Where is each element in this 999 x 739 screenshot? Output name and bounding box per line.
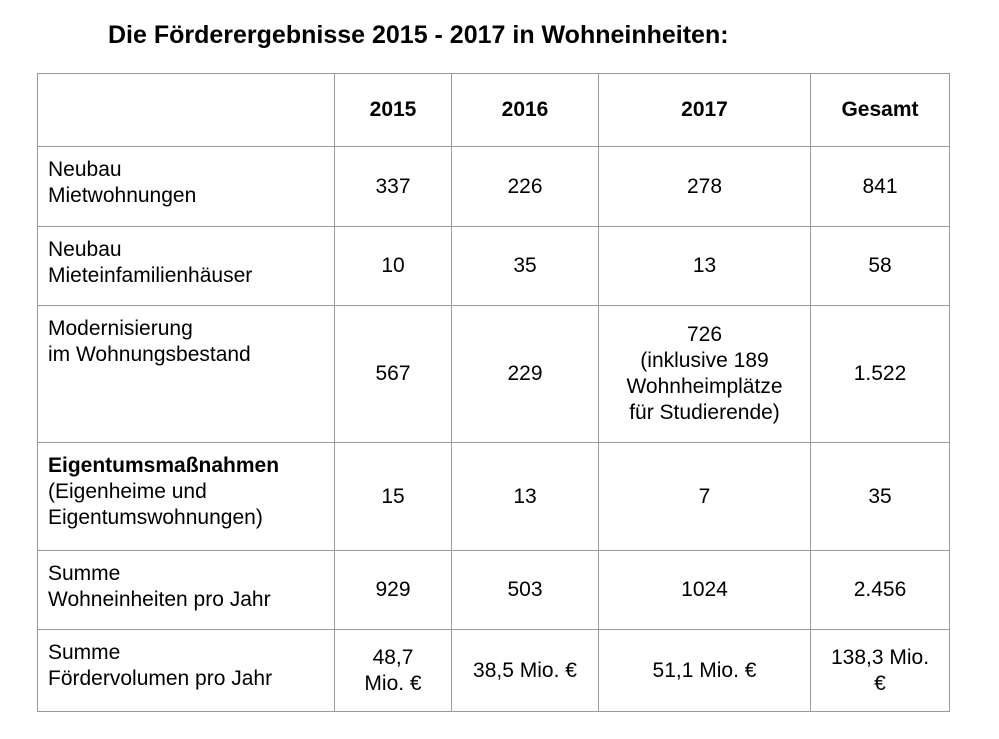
table-row: Summe Wohneinheiten pro Jahr 929 503 102… [37, 550, 950, 630]
cell-2017-note: Wohnheimplätze [626, 375, 783, 398]
cell-2017: 51,1 Mio. € [598, 629, 811, 712]
header-2017: 2017 [598, 73, 811, 147]
cell-2017-note: (inklusive 189 [640, 349, 769, 372]
table-row: Modernisierung im Wohnungsbestand 567 22… [37, 305, 950, 443]
cell-2017-value: 726 [686, 323, 723, 346]
cell-2015: 929 [334, 550, 452, 630]
cell-2015-line: Mio. € [364, 671, 422, 695]
header-2016: 2016 [451, 73, 599, 147]
cell-gesamt-line: 138,3 Mio. [830, 645, 930, 669]
row-label-line: Mietwohnungen [48, 184, 197, 207]
table-row: Neubau Mietwohnungen 337 226 278 841 [37, 146, 950, 227]
row-label-modernisierung: Modernisierung im Wohnungsbestand [37, 305, 335, 443]
row-label-line: Summe [48, 641, 121, 664]
row-label-neubau-mietwohnungen: Neubau Mietwohnungen [37, 146, 335, 227]
cell-gesamt: 35 [810, 442, 950, 551]
row-label-line: Fördervolumen pro Jahr [48, 667, 273, 690]
cell-2015-line: 48,7 [372, 645, 414, 669]
table-row: Eigentumsmaßnahmen (Eigenheime und Eigen… [37, 442, 950, 551]
row-label-line: im Wohnungsbestand [48, 343, 251, 366]
cell-2017: 1024 [598, 550, 811, 630]
row-label-neubau-mieteinfamilienhaeuser: Neubau Mieteinfamilienhäuser [37, 226, 335, 306]
row-label-line: Neubau [48, 158, 122, 181]
row-label-line: Summe [48, 562, 121, 585]
cell-gesamt: 138,3 Mio. € [810, 629, 950, 712]
cell-2016: 229 [451, 305, 599, 443]
row-label-summe-wohneinheiten: Summe Wohneinheiten pro Jahr [37, 550, 335, 630]
cell-2017: 278 [598, 146, 811, 227]
table-row: Summe Fördervolumen pro Jahr 48,7 Mio. €… [37, 629, 950, 712]
cell-2015: 337 [334, 146, 452, 227]
row-label-summe-foerdervolumen: Summe Fördervolumen pro Jahr [37, 629, 335, 712]
cell-2015: 567 [334, 305, 452, 443]
row-label-line: Eigentumsmaßnahmen [48, 454, 280, 477]
cell-2017: 7 [598, 442, 811, 551]
cell-2016: 38,5 Mio. € [451, 629, 599, 712]
header-gesamt: Gesamt [810, 73, 950, 147]
row-label-line: Neubau [48, 238, 122, 261]
row-label-line: Wohneinheiten pro Jahr [48, 588, 271, 611]
row-label-line: Mieteinfamilienhäuser [48, 264, 253, 287]
cell-2016: 226 [451, 146, 599, 227]
header-2015: 2015 [334, 73, 452, 147]
cell-2015: 15 [334, 442, 452, 551]
cell-gesamt: 58 [810, 226, 950, 306]
table-row: Neubau Mieteinfamilienhäuser 10 35 13 58 [37, 226, 950, 306]
cell-2016: 13 [451, 442, 599, 551]
cell-2015: 10 [334, 226, 452, 306]
cell-gesamt: 1.522 [810, 305, 950, 443]
cell-2017-note: für Studierende) [629, 401, 780, 424]
header-empty-cell [37, 73, 335, 147]
cell-2016: 35 [451, 226, 599, 306]
cell-2016: 503 [451, 550, 599, 630]
cell-gesamt: 841 [810, 146, 950, 227]
row-label-detail: (Eigenheime und [48, 480, 207, 503]
results-table: 2015 2016 2017 Gesamt Neubau Mietwohnung… [37, 73, 950, 712]
table-header-row: 2015 2016 2017 Gesamt [37, 73, 950, 147]
cell-2017: 726 (inklusive 189 Wohnheimplätze für St… [598, 305, 811, 443]
row-label-detail: Eigentumswohnungen) [48, 506, 263, 529]
cell-gesamt-line: € [874, 671, 886, 695]
cell-2017: 13 [598, 226, 811, 306]
page-title: Die Förderergebnisse 2015 - 2017 in Wohn… [108, 21, 729, 49]
cell-gesamt: 2.456 [810, 550, 950, 630]
row-label-eigentumsmassnahmen: Eigentumsmaßnahmen (Eigenheime und Eigen… [37, 442, 335, 551]
row-label-line: Modernisierung [48, 317, 193, 340]
cell-2015: 48,7 Mio. € [334, 629, 452, 712]
